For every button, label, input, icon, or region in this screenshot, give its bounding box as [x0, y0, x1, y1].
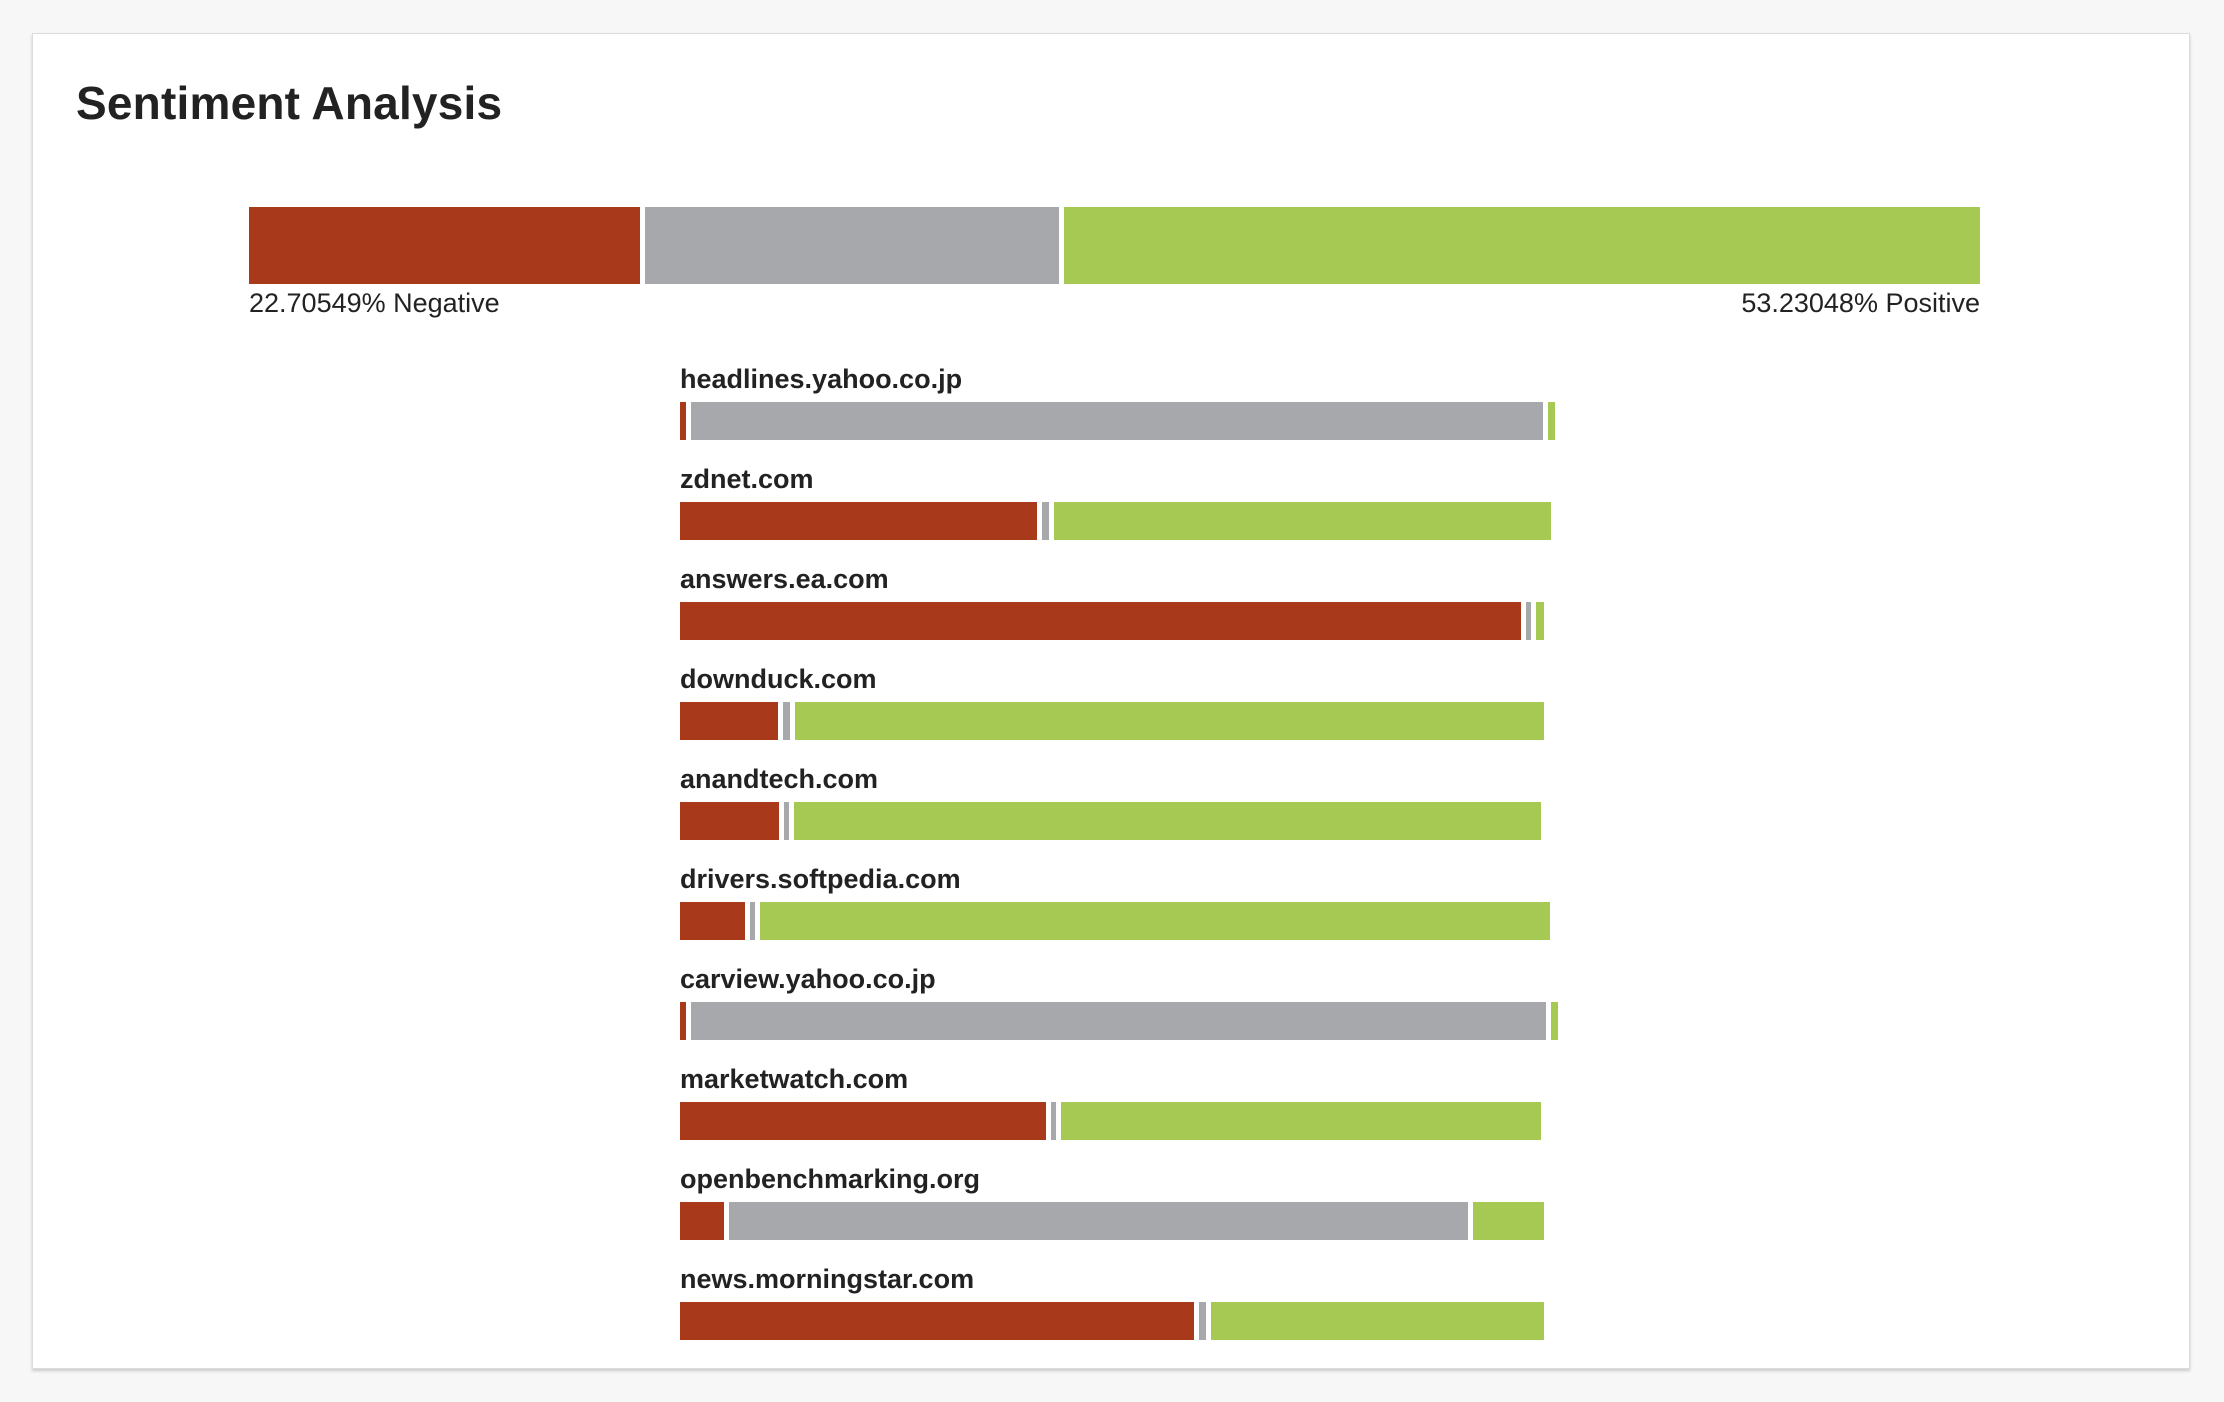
- source-sentiment-bar: [680, 402, 1556, 440]
- positive-segment: [1054, 502, 1552, 540]
- source-sentiment-bar: [680, 602, 1545, 640]
- source-sentiment-bar: [680, 702, 1545, 740]
- neutral-segment: [783, 802, 789, 840]
- positive-segment: [1211, 1302, 1545, 1340]
- negative-segment: [680, 402, 687, 440]
- sentiment-card: Sentiment Analysis 22.70549% Negative 53…: [32, 33, 2190, 1369]
- overall-sentiment-bar: [249, 207, 1980, 284]
- neutral-segment: [1199, 1302, 1207, 1340]
- source-row: carview.yahoo.co.jp: [680, 964, 1580, 1064]
- source-name: downduck.com: [680, 664, 877, 694]
- source-name: news.morningstar.com: [680, 1264, 975, 1294]
- negative-segment: [680, 1102, 1047, 1140]
- overall-positive-label: 53.23048% Positive: [1741, 288, 1980, 318]
- source-name: answers.ea.com: [680, 564, 889, 594]
- negative-segment: [680, 1302, 1195, 1340]
- source-name: marketwatch.com: [680, 1064, 909, 1094]
- neutral-segment: [691, 1002, 1547, 1040]
- neutral-segment: [1051, 1102, 1057, 1140]
- negative-segment: [680, 602, 1522, 640]
- source-name: zdnet.com: [680, 464, 814, 494]
- overall-negative-label: 22.70549% Negative: [249, 288, 500, 318]
- page-title: Sentiment Analysis: [76, 77, 503, 129]
- neutral-segment: [691, 402, 1544, 440]
- overall-negative-segment: [249, 207, 640, 284]
- neutral-segment: [1042, 502, 1050, 540]
- neutral-segment: [783, 702, 791, 740]
- positive-segment: [1551, 1002, 1559, 1040]
- positive-segment: [1061, 1102, 1542, 1140]
- negative-segment: [680, 502, 1038, 540]
- source-name: carview.yahoo.co.jp: [680, 964, 936, 994]
- source-row: drivers.softpedia.com: [680, 864, 1580, 964]
- positive-segment: [795, 702, 1545, 740]
- source-row: downduck.com: [680, 664, 1580, 764]
- neutral-segment: [728, 1202, 1468, 1240]
- overall-positive-segment: [1063, 207, 1980, 284]
- source-name: headlines.yahoo.co.jp: [680, 364, 963, 394]
- neutral-segment: [749, 902, 755, 940]
- negative-segment: [680, 802, 779, 840]
- source-row: marketwatch.com: [680, 1064, 1580, 1164]
- negative-segment: [680, 902, 745, 940]
- source-row: news.morningstar.com: [680, 1264, 1580, 1364]
- source-sentiment-bar: [680, 1002, 1559, 1040]
- neutral-segment: [1526, 602, 1532, 640]
- source-row: anandtech.com: [680, 764, 1580, 864]
- overall-neutral-segment: [644, 207, 1059, 284]
- source-list: headlines.yahoo.co.jp zdnet.com answers.ea…: [680, 364, 1580, 1364]
- source-sentiment-bar: [680, 1202, 1545, 1240]
- positive-segment: [793, 802, 1542, 840]
- positive-segment: [759, 902, 1551, 940]
- source-sentiment-bar: [680, 502, 1552, 540]
- positive-segment: [1548, 402, 1556, 440]
- source-name: drivers.softpedia.com: [680, 864, 961, 894]
- positive-segment: [1472, 1202, 1545, 1240]
- source-row: openbenchmarking.org: [680, 1164, 1580, 1264]
- negative-segment: [680, 1202, 724, 1240]
- source-sentiment-bar: [680, 1102, 1542, 1140]
- source-name: anandtech.com: [680, 764, 879, 794]
- negative-segment: [680, 702, 779, 740]
- source-name: openbenchmarking.org: [680, 1164, 981, 1194]
- positive-segment: [1536, 602, 1545, 640]
- source-sentiment-bar: [680, 1302, 1545, 1340]
- source-row: headlines.yahoo.co.jp: [680, 364, 1580, 464]
- source-sentiment-bar: [680, 902, 1551, 940]
- source-sentiment-bar: [680, 802, 1542, 840]
- overall-sentiment: 22.70549% Negative 53.23048% Positive: [249, 207, 1980, 325]
- source-row: answers.ea.com: [680, 564, 1580, 664]
- source-row: zdnet.com: [680, 464, 1580, 564]
- negative-segment: [680, 1002, 687, 1040]
